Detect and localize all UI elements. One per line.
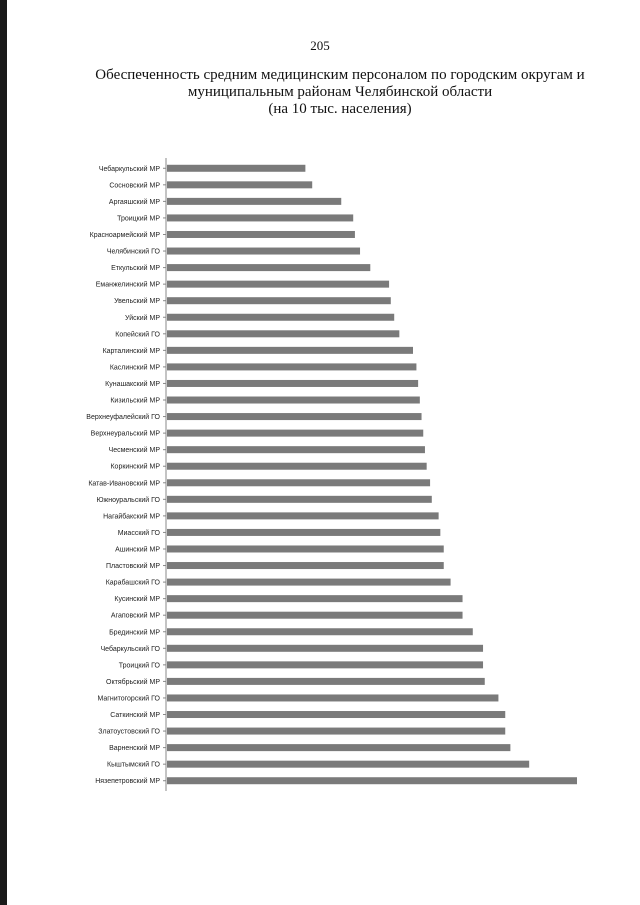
bar bbox=[167, 611, 463, 619]
bar bbox=[167, 313, 395, 321]
bar bbox=[167, 429, 424, 437]
category-label: Еманжелинский МР bbox=[96, 281, 161, 289]
page-number: 205 bbox=[310, 38, 330, 53]
bar bbox=[167, 562, 444, 570]
category-label: Миасский ГО bbox=[118, 529, 161, 537]
category-label: Копейский ГО bbox=[115, 330, 160, 338]
title-line-2: муниципальным районам Челябинской област… bbox=[187, 84, 493, 100]
category-label: Кизильский МР bbox=[110, 397, 160, 405]
category-label: Кусинский МР bbox=[114, 595, 160, 603]
category-label: Южноуральский ГО bbox=[96, 496, 160, 504]
bar bbox=[167, 677, 485, 685]
category-label: Нагайбакский МР bbox=[103, 512, 160, 520]
bar bbox=[167, 777, 577, 785]
category-label: Коркинский МР bbox=[110, 463, 160, 471]
bar bbox=[167, 379, 419, 387]
category-label: Аргаяшский МР bbox=[109, 198, 160, 206]
category-label: Верхнеуральский МР bbox=[91, 430, 161, 438]
category-label: Агаповский МР bbox=[111, 612, 160, 620]
bar bbox=[167, 164, 306, 172]
bar bbox=[167, 413, 422, 421]
category-label: Златоустовский ГО bbox=[98, 728, 160, 736]
category-label: Еткульский МР bbox=[111, 264, 160, 272]
bar bbox=[167, 396, 420, 404]
category-label: Чебаркульский ГО bbox=[100, 645, 160, 653]
bar bbox=[167, 644, 484, 652]
bar bbox=[167, 264, 371, 272]
title-line-3: (на 10 тыс. населения) bbox=[268, 101, 412, 117]
category-label: Увельский МР bbox=[114, 297, 160, 305]
bar bbox=[167, 744, 511, 752]
bar bbox=[167, 760, 530, 768]
bar bbox=[167, 446, 425, 454]
category-label: Брединский МР bbox=[109, 628, 160, 636]
bar bbox=[167, 280, 390, 288]
category-label: Кунашакский МР bbox=[105, 380, 160, 388]
category-label: Саткинский МР bbox=[110, 711, 160, 719]
bar bbox=[167, 628, 473, 636]
category-label: Нязепетровский МР bbox=[95, 777, 160, 785]
category-label: Уйский МР bbox=[125, 314, 160, 322]
bar bbox=[167, 595, 463, 603]
bar bbox=[167, 578, 451, 586]
category-label: Карталинский МР bbox=[103, 347, 161, 355]
bar bbox=[167, 214, 354, 222]
title-line-1: Обеспеченность средним медицинским персо… bbox=[95, 67, 585, 83]
bar bbox=[167, 230, 355, 238]
bar bbox=[167, 512, 439, 520]
category-label: Верхнеуфалейский ГО bbox=[86, 413, 160, 421]
bar bbox=[167, 462, 427, 470]
category-label: Катав-Ивановский МР bbox=[88, 479, 160, 487]
category-label: Варненский МР bbox=[109, 744, 160, 752]
category-label: Пластовский МР bbox=[106, 562, 160, 570]
category-label: Кыштымский ГО bbox=[107, 761, 160, 769]
bar bbox=[167, 694, 499, 702]
category-label: Каслинский МР bbox=[110, 363, 160, 371]
bar bbox=[167, 297, 391, 305]
bar bbox=[167, 528, 441, 536]
bar bbox=[167, 711, 506, 719]
category-label: Челябинский ГО bbox=[107, 248, 161, 256]
category-label: Ашинский МР bbox=[115, 545, 160, 553]
scan-edge bbox=[0, 0, 7, 905]
bar bbox=[167, 661, 484, 669]
bar bbox=[167, 330, 400, 338]
category-label: Карабашский ГО bbox=[106, 579, 161, 587]
bar bbox=[167, 346, 413, 354]
category-label: Чесменский МР bbox=[109, 446, 161, 454]
bar bbox=[167, 495, 432, 503]
bar bbox=[167, 545, 444, 553]
category-label: Октябрьский МР bbox=[106, 678, 160, 686]
category-label: Троицкий МР bbox=[117, 214, 160, 222]
bar bbox=[167, 181, 313, 189]
chart-title: Обеспеченность средним медицинским персо… bbox=[80, 67, 600, 118]
bar bbox=[167, 363, 417, 371]
bar bbox=[167, 479, 431, 487]
category-label: Троицкий ГО bbox=[119, 661, 161, 669]
category-label: Магнитогорский ГО bbox=[97, 694, 160, 702]
bar bbox=[167, 197, 342, 205]
category-label: Чебаркульский МР bbox=[99, 165, 160, 173]
category-label: Сосновский МР bbox=[109, 181, 160, 189]
bar bbox=[167, 727, 506, 735]
category-label: Красноармейский МР bbox=[90, 231, 161, 239]
bar bbox=[167, 247, 361, 255]
